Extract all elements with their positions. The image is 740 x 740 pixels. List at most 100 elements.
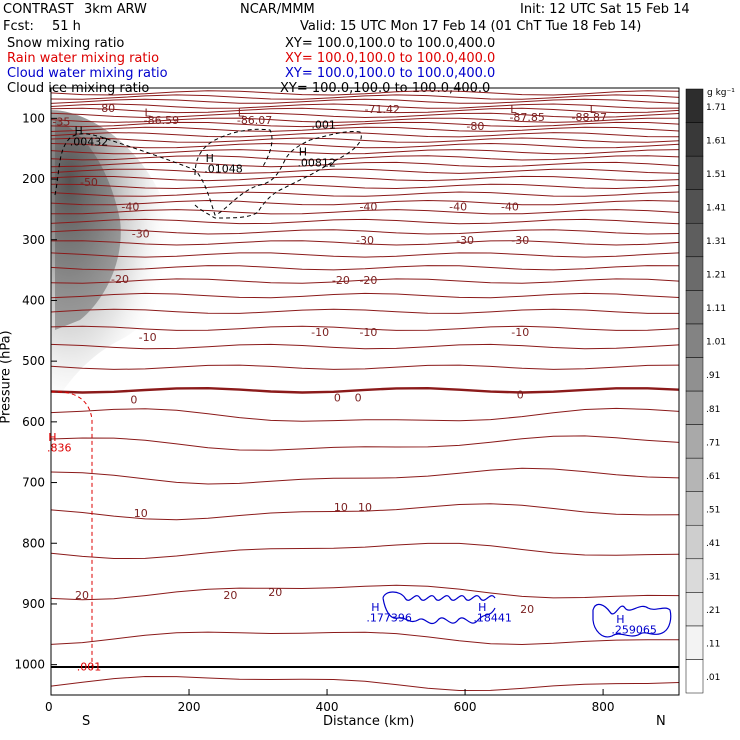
temperature-label: -10 (139, 331, 157, 344)
forecast-label: Fcst: (3, 19, 34, 34)
extremum-label: H (74, 124, 82, 137)
x-tick-label: 200 (178, 700, 201, 714)
init-time: Init: 12 UTC Sat 15 Feb 14 (520, 2, 690, 17)
colorbar-cell (685, 222, 704, 258)
isotherm-line (51, 142, 679, 149)
extremum-label: L (590, 103, 597, 116)
y-tick-label: 700 (22, 476, 45, 490)
isotherm-line (51, 107, 679, 114)
isotherm-line (51, 386, 679, 394)
colorbar-label: 1.21 (706, 271, 726, 281)
temperature-label: 10 (358, 501, 372, 514)
isotherm-line (51, 103, 679, 109)
isotherm-line (51, 90, 679, 96)
isotherm-line (51, 542, 679, 560)
extremum-label: .001 (311, 118, 336, 131)
temperature-label: 0 (517, 389, 524, 402)
temperature-label: -87.85 (509, 111, 544, 124)
extremum-label: H (48, 431, 56, 444)
y-axis-label: Pressure (hPa) (0, 330, 14, 424)
temperature-label: 10 (134, 507, 148, 520)
temperature-label: -80 (97, 102, 115, 115)
temperature-label: 20 (268, 586, 282, 599)
x-tick-label: 600 (454, 700, 477, 714)
isotherm-line (51, 343, 679, 350)
forecast-hour: 51 h (52, 19, 81, 34)
extremum-label: H (299, 146, 307, 159)
temperature-label: -40 (449, 200, 467, 213)
colorbar-label: .51 (706, 505, 720, 515)
isotherm-line (51, 292, 679, 299)
extremum-label: H (616, 613, 624, 626)
isotherm-line (51, 218, 679, 225)
y-tick-label: 1000 (14, 658, 45, 672)
isotherm-line (51, 265, 679, 271)
isotherm-line (51, 132, 679, 138)
extremum-label: H (478, 601, 486, 614)
y-tick-label: 600 (22, 415, 45, 429)
temperature-label: -35 (52, 115, 70, 128)
temperature-label: -20 (332, 274, 350, 287)
extremum-label: .259065 (611, 623, 657, 636)
isotherm-line (51, 308, 679, 314)
isotherm-line (51, 168, 679, 174)
extremum-label: L (145, 106, 152, 119)
temperature-label: -86.07 (237, 114, 272, 127)
colorbar-cell (685, 424, 704, 459)
field-label-snow: Snow mixing ratio (7, 36, 125, 51)
colorbar-cell (685, 357, 704, 392)
field-xy-rain: XY= 100.0,100.0 to 100.0,400.0 (285, 51, 496, 66)
temperature-label: -40 (359, 200, 377, 213)
temperature-label: -20 (111, 273, 129, 286)
isotherm-line (51, 435, 679, 451)
temperature-label: -86.59 (144, 114, 179, 127)
extremum-label: .836 (47, 441, 72, 454)
temperature-label: -30 (132, 228, 150, 241)
snow-shading-core (55, 120, 121, 330)
y-tick-label: 500 (22, 354, 45, 368)
x-end-left: S (82, 714, 91, 729)
extremum-label: .001 (77, 660, 102, 673)
cloud-water-contour-east (592, 603, 672, 638)
extremum-label: H (206, 152, 214, 165)
colorbar-label: .01 (706, 673, 720, 683)
isotherm-line (51, 126, 679, 132)
isotherm-line (51, 199, 679, 206)
cloud-ice-contour (54, 131, 362, 219)
isotherm-line (51, 191, 679, 197)
colorbar-cell (685, 155, 704, 190)
extremum-label: .01048 (204, 163, 243, 176)
colorbar-cell (685, 256, 704, 291)
isotherm-line (51, 229, 679, 235)
colorbar-label: 1.41 (706, 203, 726, 213)
isotherm-line (51, 407, 679, 422)
colorbar-unit: g kg⁻¹ (707, 88, 735, 98)
colorbar-label: .41 (706, 539, 720, 549)
y-tick-label: 300 (22, 233, 45, 247)
snow-shading (51, 110, 175, 395)
colorbar-label: .61 (706, 472, 720, 482)
temperature-label: 10 (334, 501, 348, 514)
colorbar-label: 1.31 (706, 237, 726, 247)
temperature-label: -10 (311, 326, 329, 339)
isotherm-line (51, 161, 679, 168)
extremum-label: H (371, 601, 379, 614)
extremum-label: .00812 (297, 157, 336, 170)
y-tick-label: 800 (22, 536, 45, 550)
temperature-label: 0 (130, 393, 137, 406)
x-end-right: N (656, 714, 666, 729)
colorbar-cell (685, 189, 704, 224)
colorbar-label: 1.01 (706, 338, 726, 348)
extremum-label: .177396 (366, 611, 412, 624)
isotherm-line (51, 94, 679, 100)
temperature-label: 0 (355, 392, 362, 405)
model-run: 3km ARW (84, 2, 147, 17)
y-tick-label: 900 (22, 597, 45, 611)
valid-time: Valid: 15 UTC Mon 17 Feb 14 (01 ChT Tue … (300, 19, 642, 34)
rain-water-contour (51, 391, 93, 670)
temperature-label: -50 (80, 176, 98, 189)
temperature-label: -40 (501, 200, 519, 213)
field-label-rain: Rain water mixing ratio (7, 51, 160, 66)
isotherm-line (51, 240, 679, 246)
